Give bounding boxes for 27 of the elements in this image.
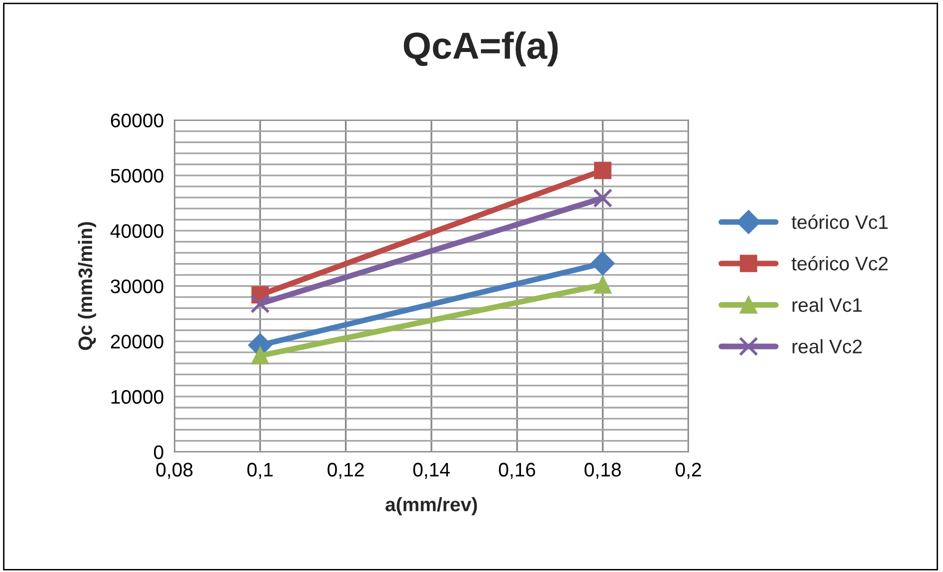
legend-label: real Vc2	[792, 339, 862, 354]
x-tick-label: 0,14	[413, 462, 450, 479]
y-tick-label: 30000	[110, 279, 164, 294]
y-tick-label: 40000	[110, 224, 164, 238]
x-tick-label: 0,16	[498, 462, 536, 479]
y-tick-label: 60000	[110, 114, 164, 128]
chart-title: QcA=f(a)	[404, 31, 558, 66]
legend-label: real Vc1	[792, 298, 862, 312]
y-tick-label: 50000	[110, 168, 164, 183]
legend-label: teórico Vc2	[792, 256, 888, 270]
y-tick-label: 0	[154, 445, 164, 460]
y-tick-label: 20000	[110, 334, 164, 349]
y-axis-title: Qc (mm3/min)	[78, 222, 96, 350]
point	[250, 294, 270, 314]
point	[594, 162, 612, 180]
point	[590, 251, 615, 276]
y-tick-label: 10000	[111, 390, 164, 404]
x-tick-label: 0,1	[247, 462, 273, 479]
x-tick-label: 0,08	[156, 462, 193, 479]
x-tick-label: 0,18	[584, 462, 621, 479]
x-axis-title: a(mm/rev)	[386, 497, 477, 516]
point	[593, 188, 612, 208]
legend-label: teórico Vc1	[792, 214, 888, 230]
point	[594, 276, 612, 294]
x-tick-label: 0,12	[328, 462, 364, 479]
point	[251, 346, 269, 364]
x-tick-label: 0,2	[676, 462, 701, 479]
